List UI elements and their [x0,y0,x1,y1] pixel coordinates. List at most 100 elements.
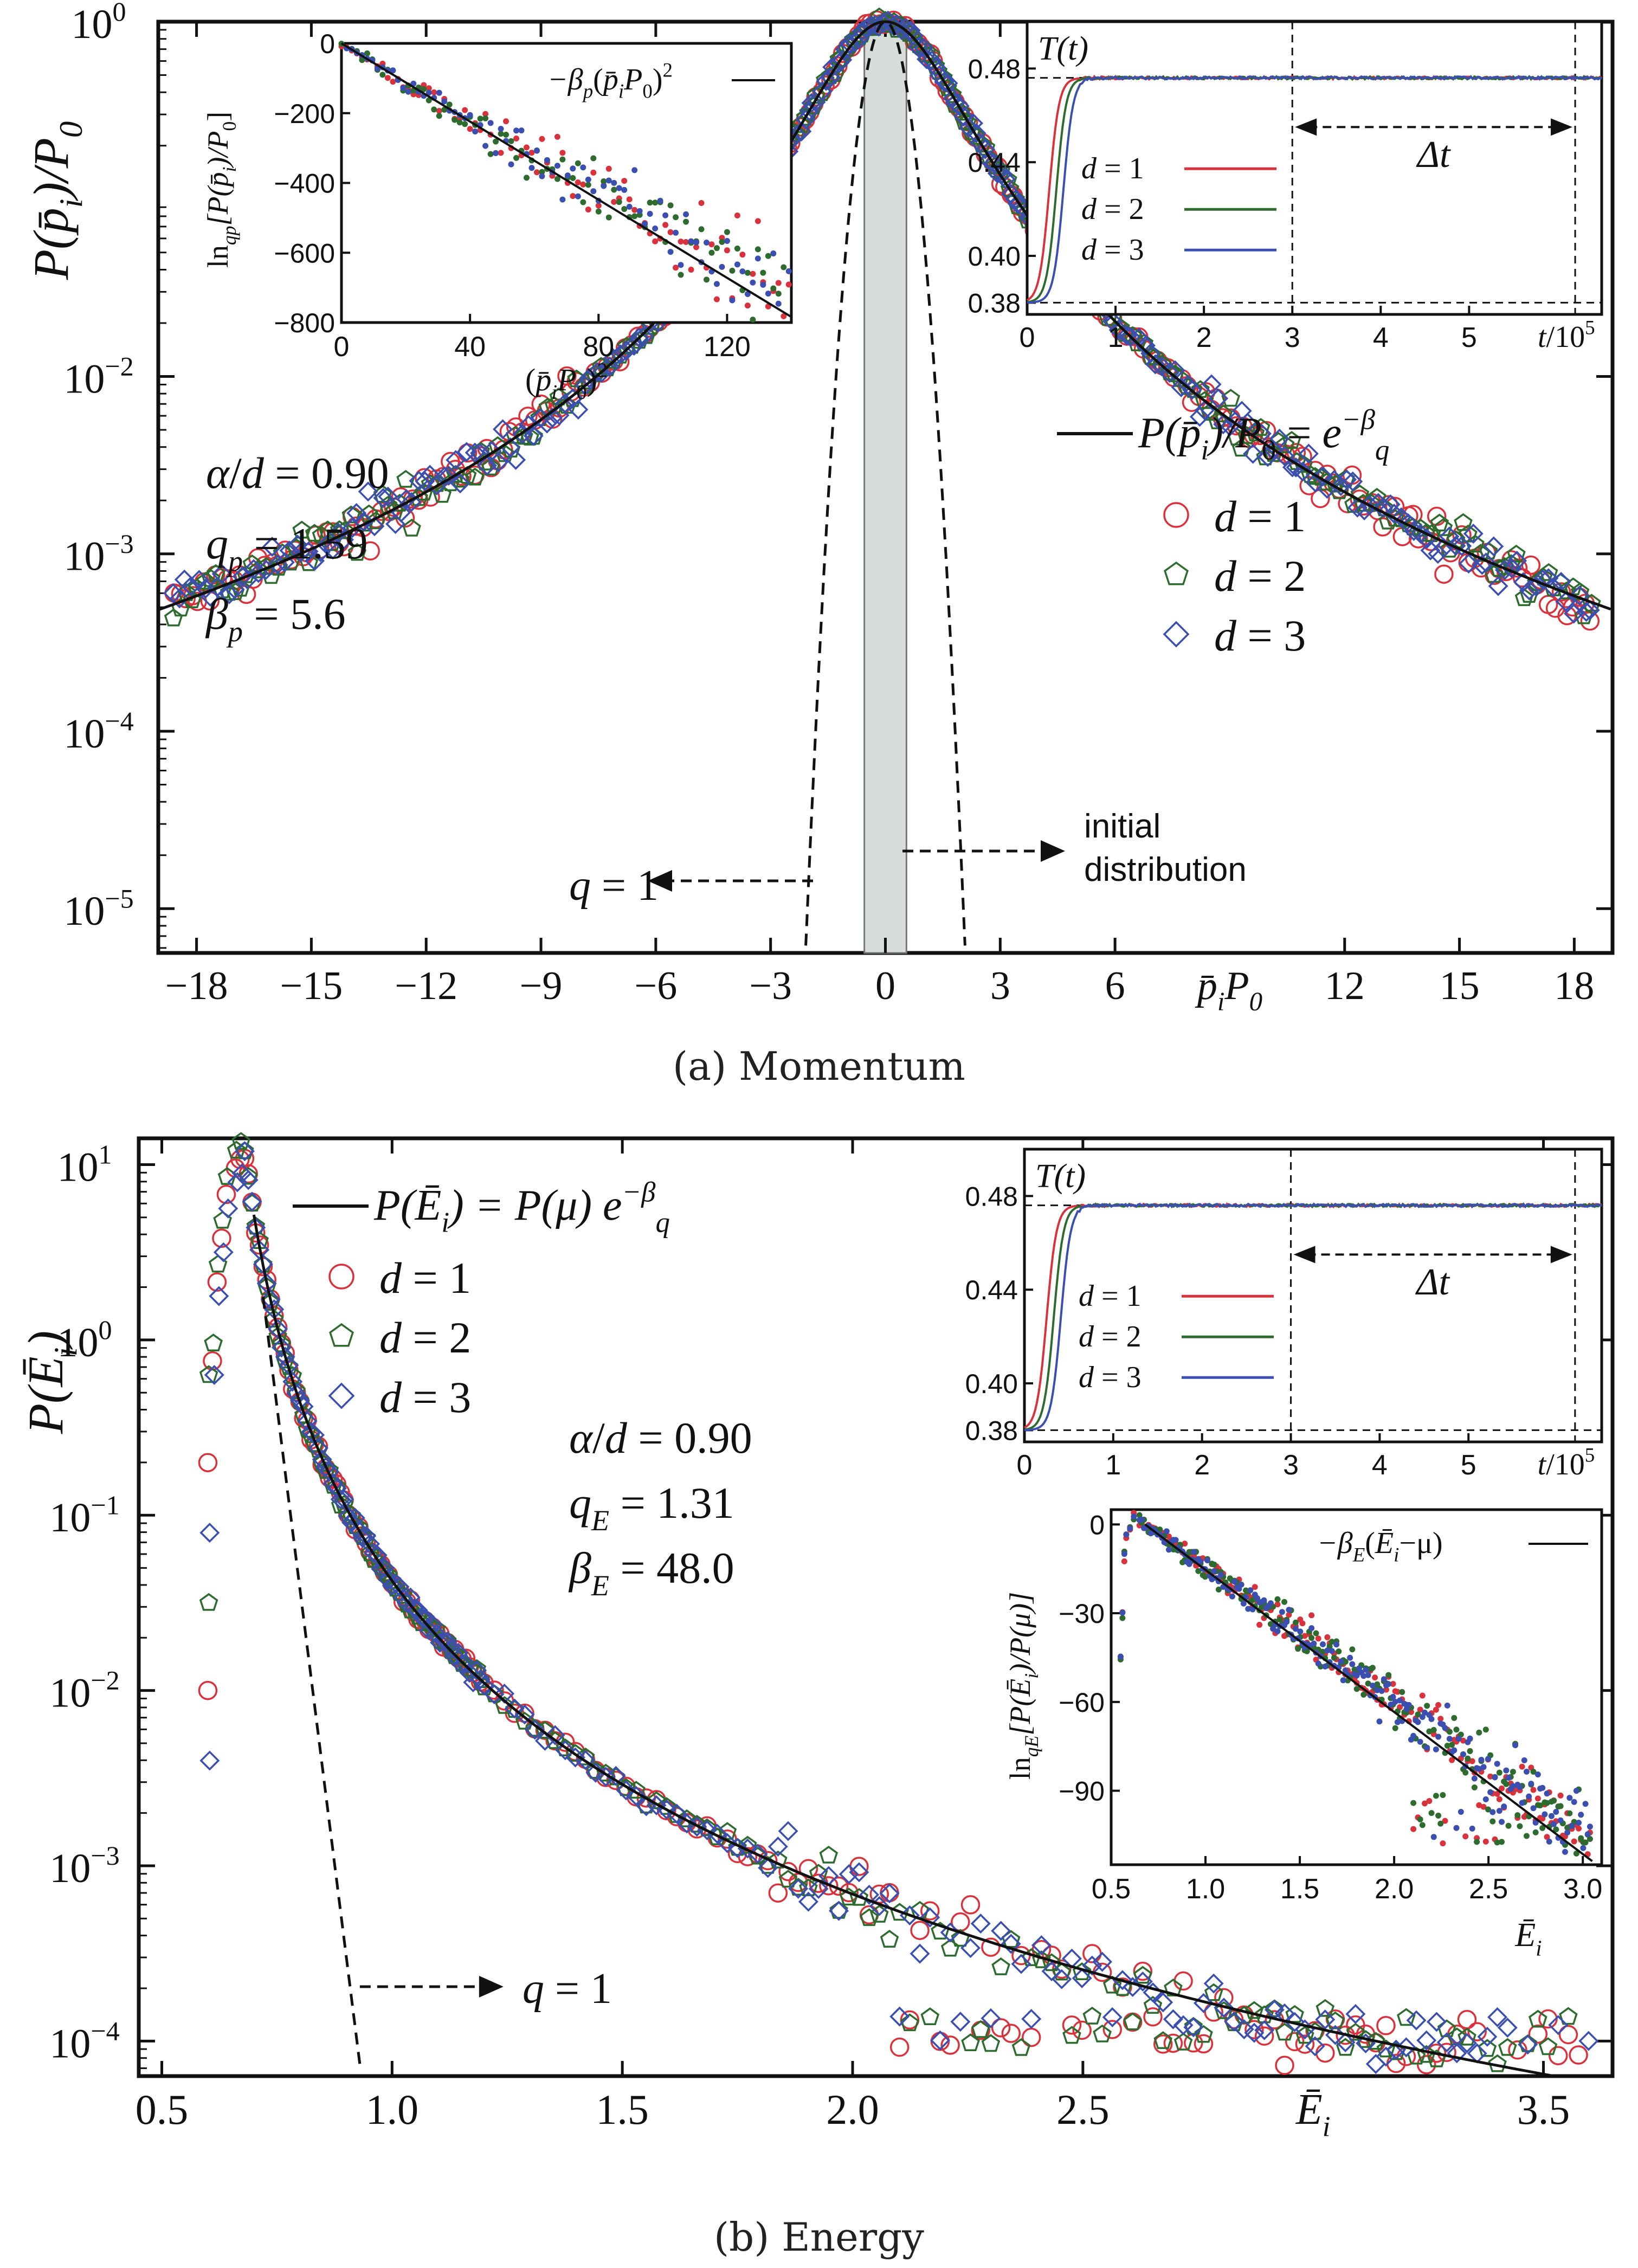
inset-a1-point-d1 [482,111,489,117]
data-point-a-d3 [195,578,216,599]
inset-a1-point-d1 [708,241,715,248]
inset-a1-point-d1 [390,79,396,85]
inset-b2-point-d1 [1408,1709,1414,1715]
data-point-b-d3 [1031,1935,1052,1956]
inset-a1-point-d3 [652,225,659,232]
data-point-b-d3 [1477,2026,1498,2047]
inset-b2-point-d2 [1119,1615,1126,1621]
data-point-b-d1 [1275,2056,1294,2075]
inset-a1-point-d2 [575,160,581,166]
data-point-b-d1 [1558,2025,1578,2045]
inset-a1-point-d3 [662,212,669,218]
data-point-b-d3 [397,1593,417,1613]
data-point-b-d2 [920,2007,940,2026]
data-point-b-d3 [286,1383,307,1404]
data-point-b-d3 [798,1891,818,1912]
data-point-a-d3 [987,163,1008,184]
data-point-b-d2 [961,2033,980,2052]
data-point-b-d3 [1132,1971,1153,1992]
inset-a1-point-d3 [405,88,411,95]
data-point-b-d3 [707,1824,727,1844]
inset-b2-point-d2 [1399,1689,1405,1695]
inset-a1-point-d3 [636,208,643,214]
inset-a1-point-d2 [487,151,494,157]
data-point-b-d3 [1447,2043,1467,2064]
inset-b2-point-d2 [1202,1574,1208,1580]
inset-b2-point-d2 [1320,1648,1326,1655]
inset-b2-point-d3 [1478,1756,1485,1763]
data-point-b-d2 [971,2020,990,2038]
data-point-a-d3 [591,363,612,383]
data-point-b-d3 [1052,1969,1072,1989]
data-point-a-d3 [1556,591,1576,612]
legend-marker-b-d2 [329,1323,354,1347]
data-point-a-d3 [1165,360,1185,381]
data-point-b-d1 [819,1876,839,1896]
data-point-a-d2 [481,458,500,476]
inset-b2-y-label: lnqE[P(Ēi)/P(μ)] [1004,1592,1042,1780]
data-point-b-d3 [849,1862,869,1883]
inset-b2-point-d3 [1338,1658,1344,1665]
inset-a1-point-d3 [528,165,535,171]
data-point-b-d3 [676,1813,697,1834]
data-point-b-d3 [626,1786,647,1806]
inset-b2-point-d3 [1501,1803,1507,1810]
data-point-b-d2 [1153,2031,1172,2050]
inset-b2-point-d2 [1566,1810,1573,1816]
inset-b2-point-d3 [1320,1641,1326,1647]
inset-b2-point-d3 [1557,1817,1564,1824]
inset-a1-point-d1 [673,265,679,271]
data-point-a-d2 [1111,318,1130,336]
data-point-a-d2 [231,578,250,597]
inset-a1-point-d2 [590,155,597,162]
inset-a1-point-d1 [611,198,617,205]
x-tick-label-a: 3 [990,964,1010,1008]
data-point-a-d3 [434,466,455,487]
data-point-b-d3 [312,1449,332,1470]
inset-a1-point-d3 [729,297,736,304]
data-point-b-d3 [950,2012,971,2032]
inset-a1-point-d1 [683,239,689,245]
data-point-b-d3 [256,1273,277,1293]
inset-b2-point-d2 [1532,1829,1539,1835]
data-point-b-d1 [1153,2034,1173,2054]
param-beta-a: βp = 5.6 [205,589,346,648]
inset-b2-point-d1 [1534,1795,1541,1802]
annotation-initial-line1: initial [1084,808,1160,845]
data-point-b-d1 [849,1857,869,1876]
inset-a1-point-d1 [590,169,597,176]
inset-a1-point-d3 [539,173,545,179]
data-point-b-d2 [576,1747,595,1766]
data-point-a-d3 [353,511,374,532]
param-q-a: qp = 1.59 [206,519,368,577]
data-point-b-d3 [1163,2009,1183,2029]
data-point-a-d2 [1454,513,1473,531]
inset-b1-y-tick-label: 0.44 [965,1275,1018,1305]
inset-a1-point-d1 [513,135,520,141]
inset-a1-point-d1 [754,218,761,224]
inset-b2-x-tick-label: 3.0 [1563,1873,1602,1905]
data-point-a-d2 [1440,539,1459,558]
inset-b2-point-d1 [1487,1773,1494,1780]
data-point-b-d1 [1528,2024,1548,2044]
data-point-b-d2 [1173,2032,1193,2051]
data-point-b-d3 [555,1740,576,1761]
data-point-b-d3 [616,1780,636,1801]
inset-a1-point-d3 [467,112,473,118]
data-point-b-d1 [198,1680,218,1700]
data-point-a-d3 [287,534,308,555]
inset-b2-point-d1 [1442,1818,1448,1824]
data-point-a-d2 [1479,542,1498,560]
inset-b2-point-d2 [1419,1822,1426,1828]
data-point-a-d3 [949,96,970,117]
data-point-a-d3 [873,12,894,33]
inset-a1-point-d1 [693,244,700,250]
inset-b2-point-d2 [1485,1806,1491,1813]
data-point-b-d3 [889,2006,910,2027]
inset-b2-point-d2 [1351,1666,1358,1673]
inset-a1-point-d1 [421,82,427,88]
data-point-b-d3 [808,1879,829,1899]
data-point-b-d2 [1559,2007,1578,2025]
inset-b2-point-d3 [1410,1732,1417,1739]
inset-b2-point-d1 [1496,1796,1502,1802]
